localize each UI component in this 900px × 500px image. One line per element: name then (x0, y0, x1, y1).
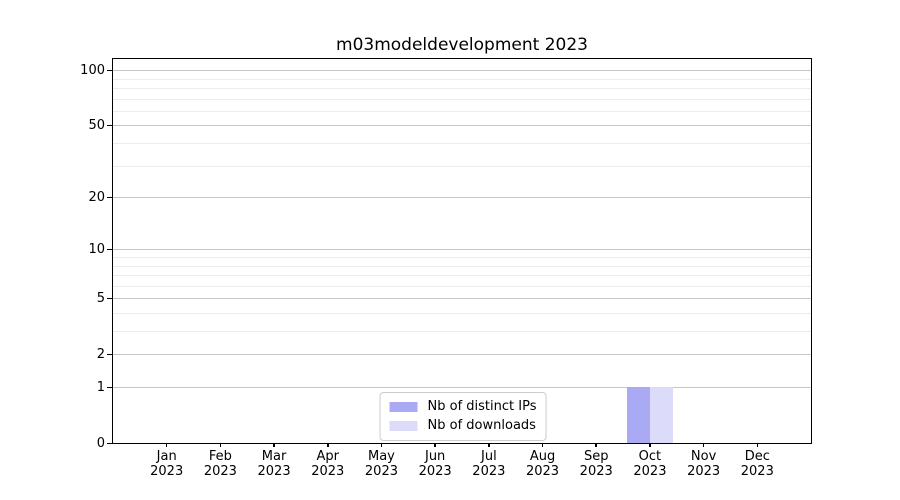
y-tick-label: 2 (96, 346, 105, 362)
gridline (113, 256, 811, 258)
x-tick-month: Sep (583, 449, 609, 464)
y-tick-mark (107, 442, 112, 444)
x-tick-year: 2023 (472, 464, 506, 479)
x-tick-month: Feb (208, 449, 232, 464)
x-tick-month: Apr (316, 449, 340, 464)
gridline (113, 249, 811, 251)
x-tick-label: Jan 2023 (137, 449, 197, 479)
y-tick-label: 0 (96, 435, 105, 451)
x-tick-year: 2023 (203, 464, 237, 479)
x-tick-mark (488, 443, 490, 447)
y-tick-label: 50 (88, 117, 105, 133)
x-tick-year: 2023 (150, 464, 184, 479)
y-tick-mark (107, 248, 112, 251)
y-tick-label: 1 (96, 379, 105, 395)
y-tick-label: 20 (88, 189, 105, 205)
legend-item: Nb of distinct IPs (389, 399, 537, 415)
legend-swatch (389, 402, 418, 412)
x-tick-year: 2023 (311, 464, 345, 479)
gridline (113, 78, 811, 80)
y-tick-mark (107, 386, 112, 388)
y-tick-mark (107, 297, 112, 300)
gridline (113, 125, 811, 127)
y-tick-label: 10 (88, 241, 105, 257)
x-tick-label: Nov 2023 (674, 449, 734, 479)
x-tick-label: Sep 2023 (566, 449, 626, 479)
x-tick-label: Jul 2023 (459, 449, 519, 479)
x-tick-month: Mar (261, 449, 287, 464)
x-tick-month: Jul (481, 449, 497, 464)
legend-label: Nb of distinct IPs (427, 399, 537, 414)
gridline (113, 285, 811, 287)
y-tick-label: 100 (80, 62, 105, 78)
x-tick-label: Mar 2023 (244, 449, 304, 479)
x-tick-mark (756, 443, 759, 447)
x-tick-label: Dec 2023 (727, 449, 787, 479)
gridline (113, 143, 811, 144)
gridline (113, 98, 811, 100)
x-tick-year: 2023 (257, 464, 291, 479)
x-tick-label: Oct 2023 (620, 449, 680, 479)
x-tick-year: 2023 (687, 464, 721, 479)
x-tick-month: Jun (424, 449, 446, 464)
chart-title: m03modeldevelopment 2023 (336, 35, 588, 55)
legend-item: Nb of downloads (389, 418, 537, 434)
x-tick-year: 2023 (579, 464, 613, 479)
gridline (113, 110, 811, 112)
x-tick-mark (327, 443, 329, 447)
x-tick-month: Jan (156, 449, 177, 464)
x-tick-month: May (368, 449, 395, 464)
gridline (113, 88, 811, 89)
x-tick-mark (380, 443, 383, 447)
x-tick-mark (649, 443, 651, 447)
x-tick-month: Nov (690, 449, 717, 464)
bar-oct-series-0 (626, 387, 650, 443)
x-tick-year: 2023 (633, 464, 667, 479)
y-tick-mark (107, 196, 112, 199)
y-tick-mark (107, 353, 112, 356)
x-tick-month: Aug (529, 449, 556, 464)
x-tick-year: 2023 (740, 464, 774, 479)
x-tick-mark (165, 443, 168, 447)
gridline (113, 298, 811, 300)
x-tick-label: Aug 2023 (513, 449, 573, 479)
gridline (113, 165, 811, 167)
gridline (113, 197, 811, 199)
x-tick-year: 2023 (418, 464, 452, 479)
x-tick-mark (273, 443, 275, 447)
x-tick-label: May 2023 (351, 449, 411, 479)
x-tick-label: Apr 2023 (298, 449, 358, 479)
x-tick-year: 2023 (364, 464, 398, 479)
plot-area (112, 58, 812, 444)
gridline (113, 312, 811, 314)
gridline (113, 265, 811, 267)
x-tick-year: 2023 (525, 464, 560, 479)
gridline (113, 387, 811, 388)
gridlines-layer (113, 59, 811, 443)
gridline (113, 354, 811, 356)
gridline (113, 331, 811, 332)
legend-swatch (389, 421, 418, 431)
y-tick-mark (107, 69, 112, 72)
gridline (113, 70, 811, 72)
x-tick-label: Jun 2023 (405, 449, 465, 479)
x-tick-mark (541, 443, 544, 447)
x-tick-month: Dec (744, 449, 770, 464)
x-tick-mark (434, 443, 436, 447)
gridline (113, 275, 811, 277)
x-tick-mark (595, 443, 597, 447)
bars-layer (113, 59, 811, 443)
y-tick-mark (107, 124, 112, 127)
x-tick-mark (219, 443, 222, 447)
x-tick-month: Oct (638, 449, 662, 464)
bar-oct-series-1 (649, 387, 673, 443)
x-tick-mark (702, 443, 705, 447)
legend-label: Nb of downloads (427, 418, 536, 433)
y-tick-label: 5 (96, 290, 105, 306)
legend: Nb of distinct IPs Nb of downloads (379, 392, 547, 441)
x-tick-label: Feb 2023 (190, 449, 250, 479)
